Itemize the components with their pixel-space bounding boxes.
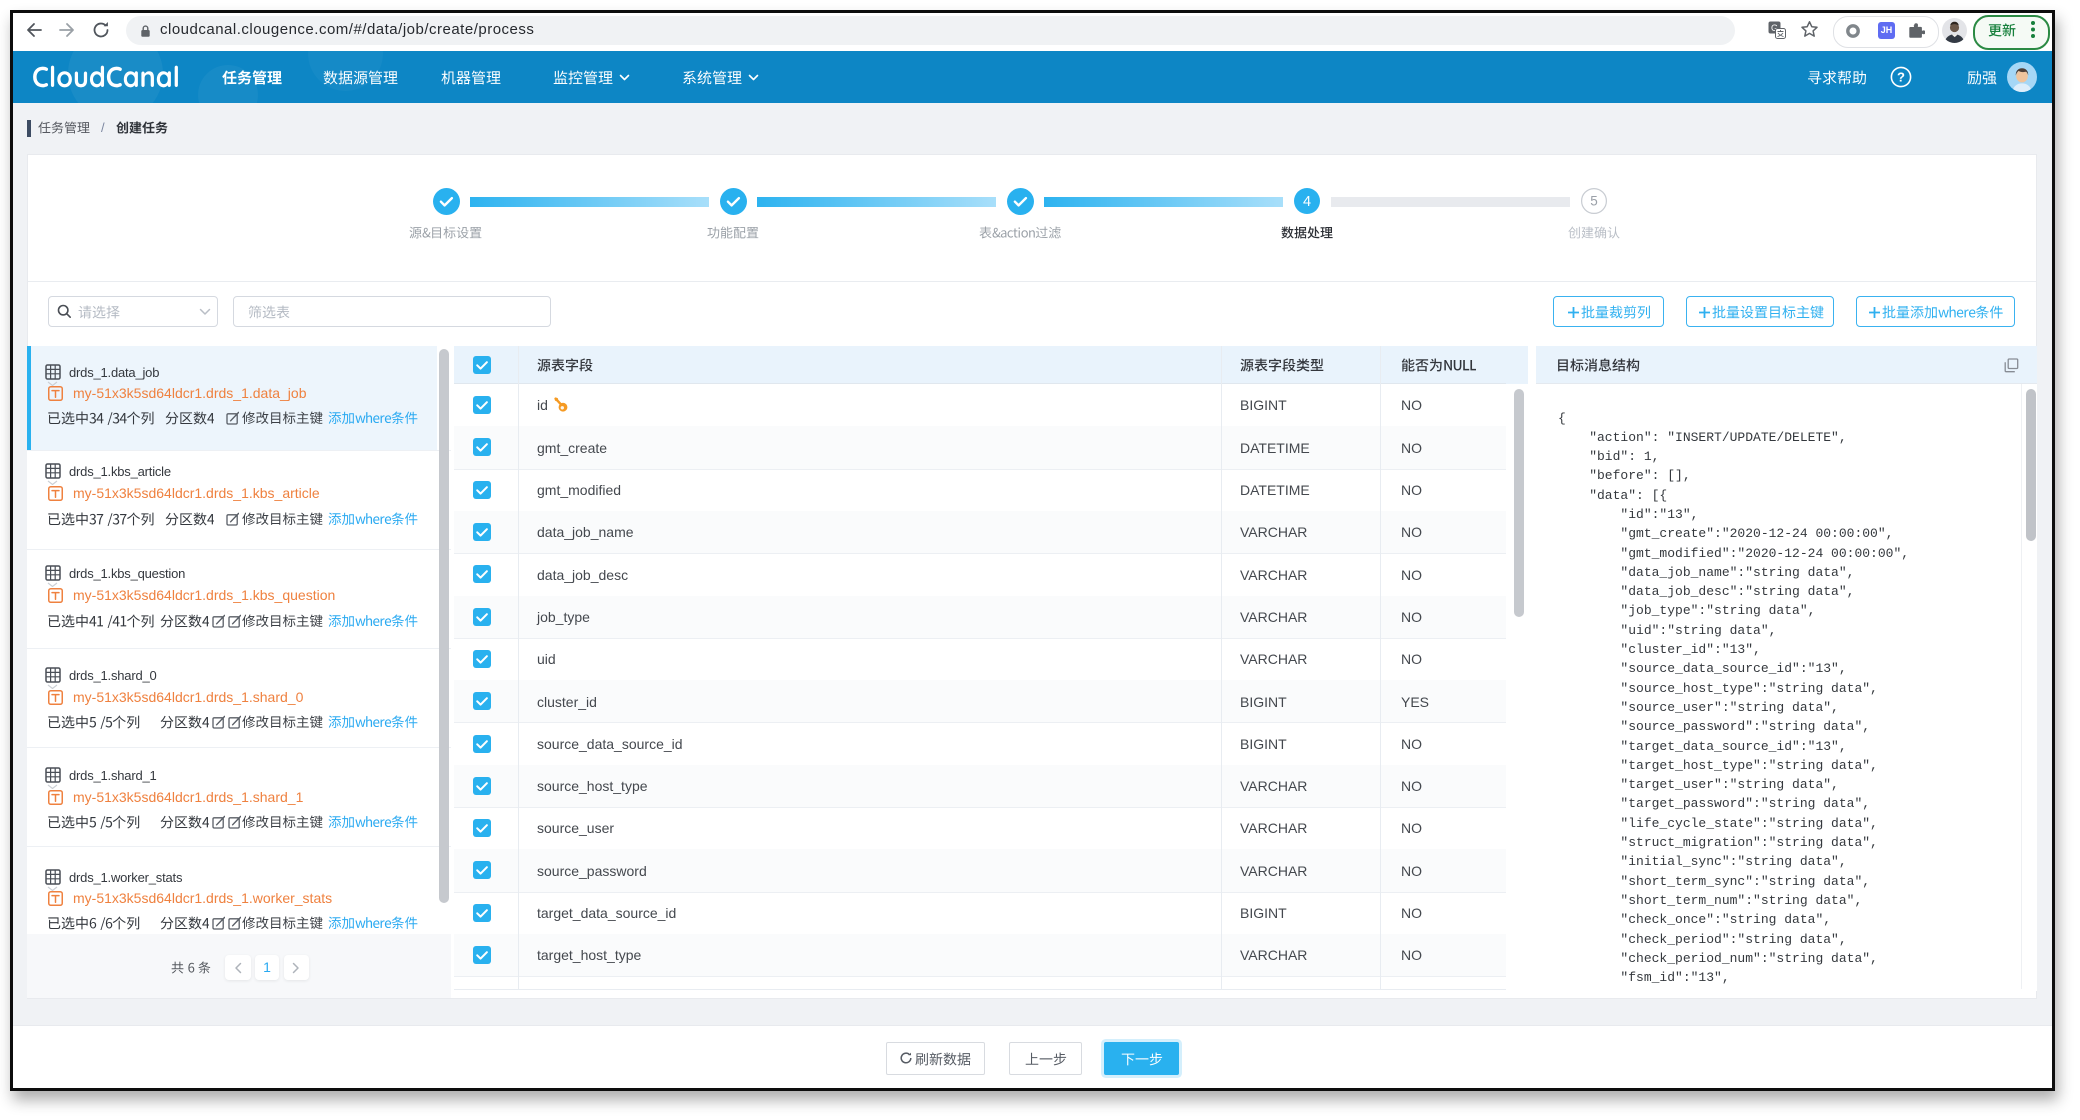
svg-text:5: 5: [1590, 194, 1598, 209]
svg-text:G: G: [1771, 23, 1778, 33]
svg-text:?: ?: [1897, 70, 1905, 85]
svg-text:4: 4: [1303, 194, 1311, 210]
